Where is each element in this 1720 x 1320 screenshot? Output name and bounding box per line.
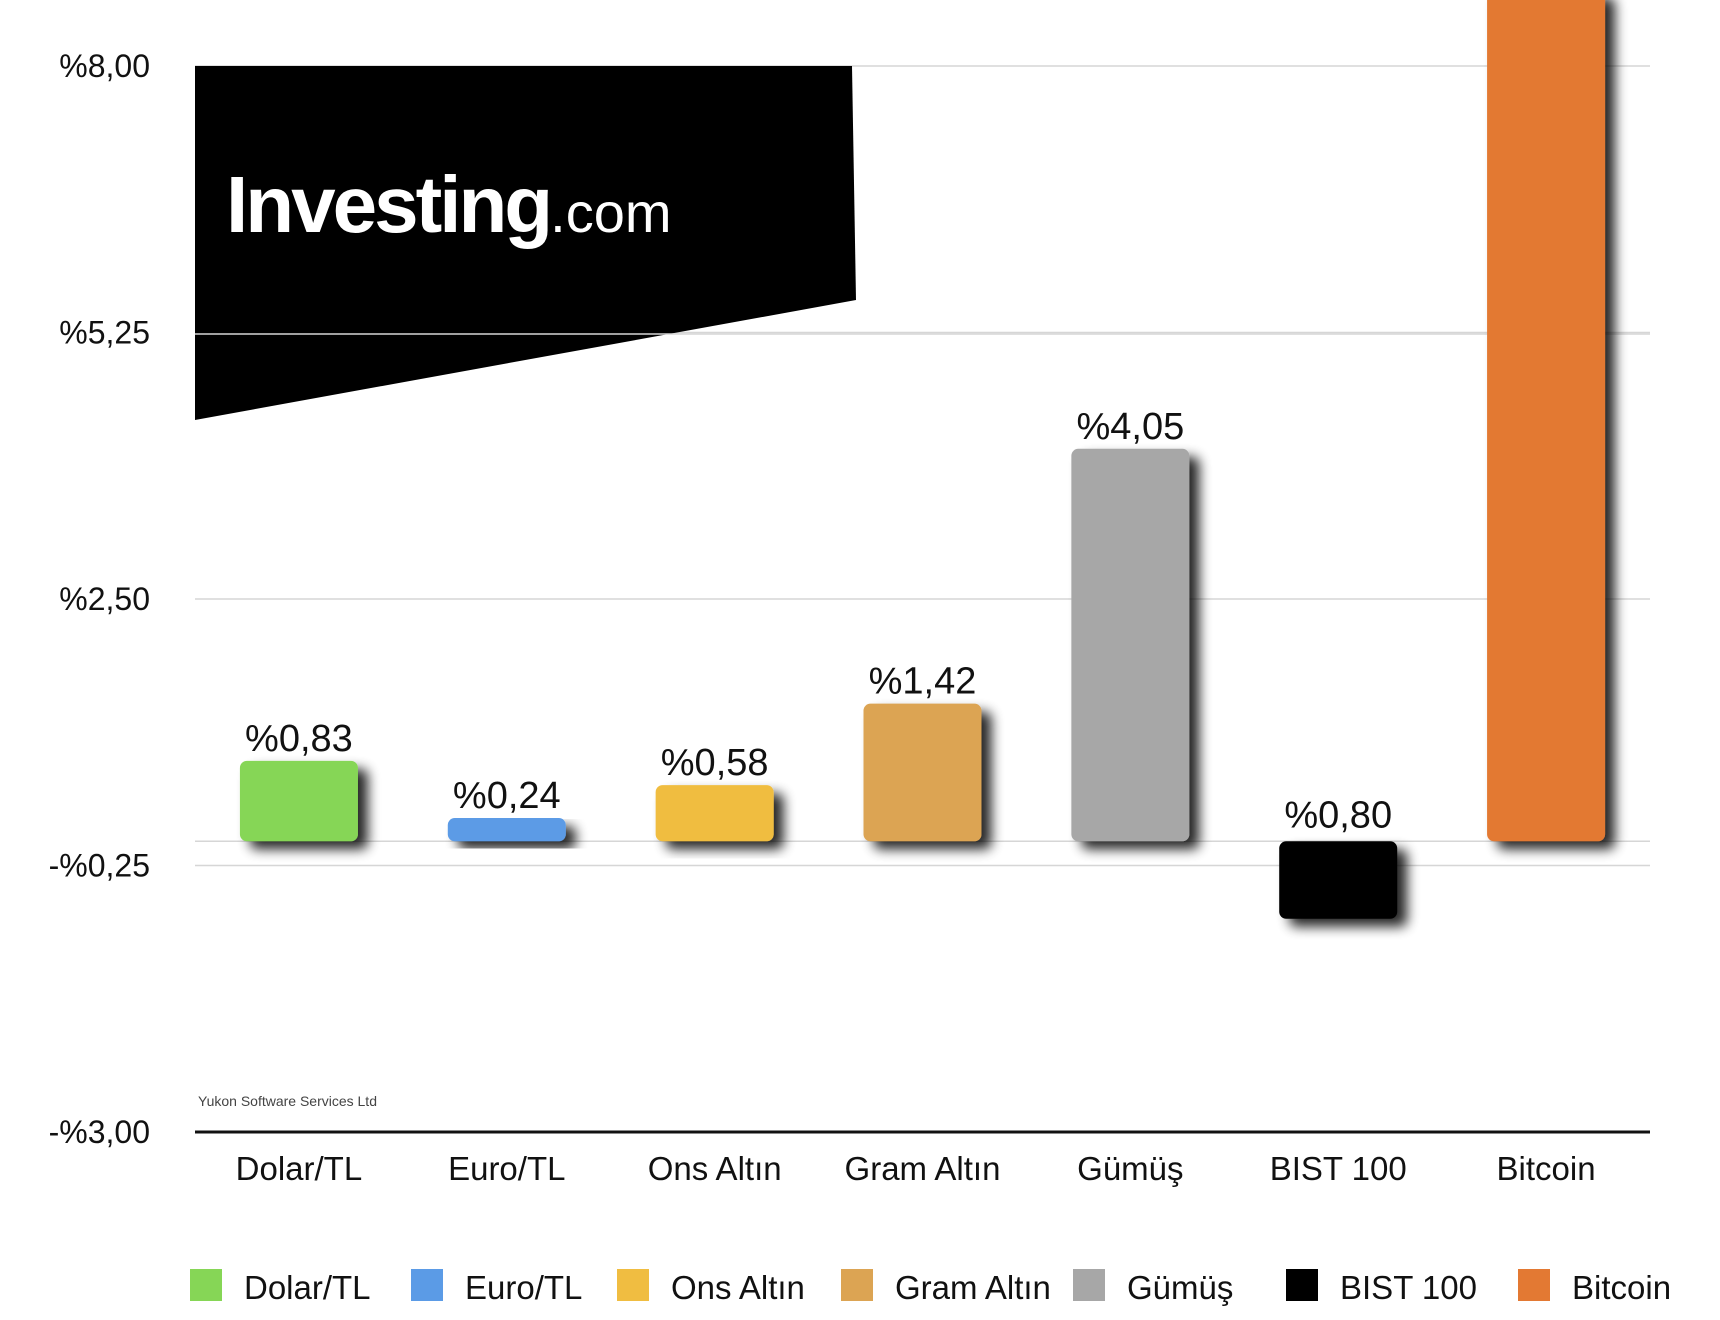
bar xyxy=(239,760,358,842)
x-tick-label: Ons Altın xyxy=(648,1150,782,1187)
credit-text: Yukon Software Services Ltd xyxy=(198,1093,377,1109)
legend-label: Euro/TL xyxy=(465,1269,582,1306)
legend-swatch xyxy=(617,1269,649,1301)
legend: Dolar/TL Euro/TL Ons Altın Gram Altın Gümüş B… xyxy=(190,1269,1671,1306)
legend-label: BIST 100 xyxy=(1340,1269,1477,1306)
logo-wordmark: Investing.com xyxy=(226,160,672,249)
bar xyxy=(1487,0,1606,842)
legend-label: Gram Altın xyxy=(895,1269,1051,1306)
legend-label: Gümüş xyxy=(1127,1269,1233,1306)
investing-logo-watermark: Investing.com xyxy=(195,66,856,420)
logo-black-banner xyxy=(195,66,856,420)
legend-swatch xyxy=(190,1269,222,1301)
x-tick-label: Gram Altın xyxy=(845,1150,1001,1187)
legend-swatch xyxy=(1073,1269,1105,1301)
y-tick-label: %8,00 xyxy=(59,48,150,84)
x-tick-label: Dolar/TL xyxy=(236,1150,363,1187)
y-tick-label: -%0,25 xyxy=(49,848,150,884)
legend-swatch xyxy=(411,1269,443,1301)
x-tick-label: BIST 100 xyxy=(1270,1150,1407,1187)
data-label: %0,58 xyxy=(661,742,769,784)
x-tick-label: Gümüş xyxy=(1077,1150,1183,1187)
legend-swatch xyxy=(1286,1269,1318,1301)
data-label: %4,05 xyxy=(1076,406,1184,448)
legend-label: Bitcoin xyxy=(1572,1269,1671,1306)
legend-label: Dolar/TL xyxy=(244,1269,371,1306)
bar xyxy=(863,703,982,842)
x-tick-label: Euro/TL xyxy=(448,1150,565,1187)
legend-swatch xyxy=(1518,1269,1550,1301)
legend-swatch xyxy=(841,1269,873,1301)
x-tick-label: Bitcoin xyxy=(1497,1150,1596,1187)
y-axis-tick-labels: %8,00 %5,25 %2,50 -%0,25 -%3,00 xyxy=(49,48,150,1150)
legend-label: Ons Altın xyxy=(671,1269,805,1306)
x-axis-tick-labels: Dolar/TL Euro/TL Ons Altın Gram Altın Gümüş B… xyxy=(236,1150,1596,1187)
data-label: %1,42 xyxy=(869,661,977,703)
data-label: %0,83 xyxy=(245,718,353,760)
bars xyxy=(239,0,1606,919)
bar xyxy=(447,818,566,842)
y-tick-label: %5,25 xyxy=(59,315,150,351)
data-label: %0,80 xyxy=(1284,794,1392,836)
y-tick-label: -%3,00 xyxy=(49,1114,150,1150)
bar xyxy=(1279,841,1398,919)
bar xyxy=(1071,448,1190,842)
y-tick-label: %2,50 xyxy=(59,581,150,617)
data-label: %0,24 xyxy=(453,775,561,817)
data-labels: %0,83%0,24%0,58%1,42%4,05%0,80%8,79 xyxy=(245,406,1392,836)
bar xyxy=(655,785,774,842)
